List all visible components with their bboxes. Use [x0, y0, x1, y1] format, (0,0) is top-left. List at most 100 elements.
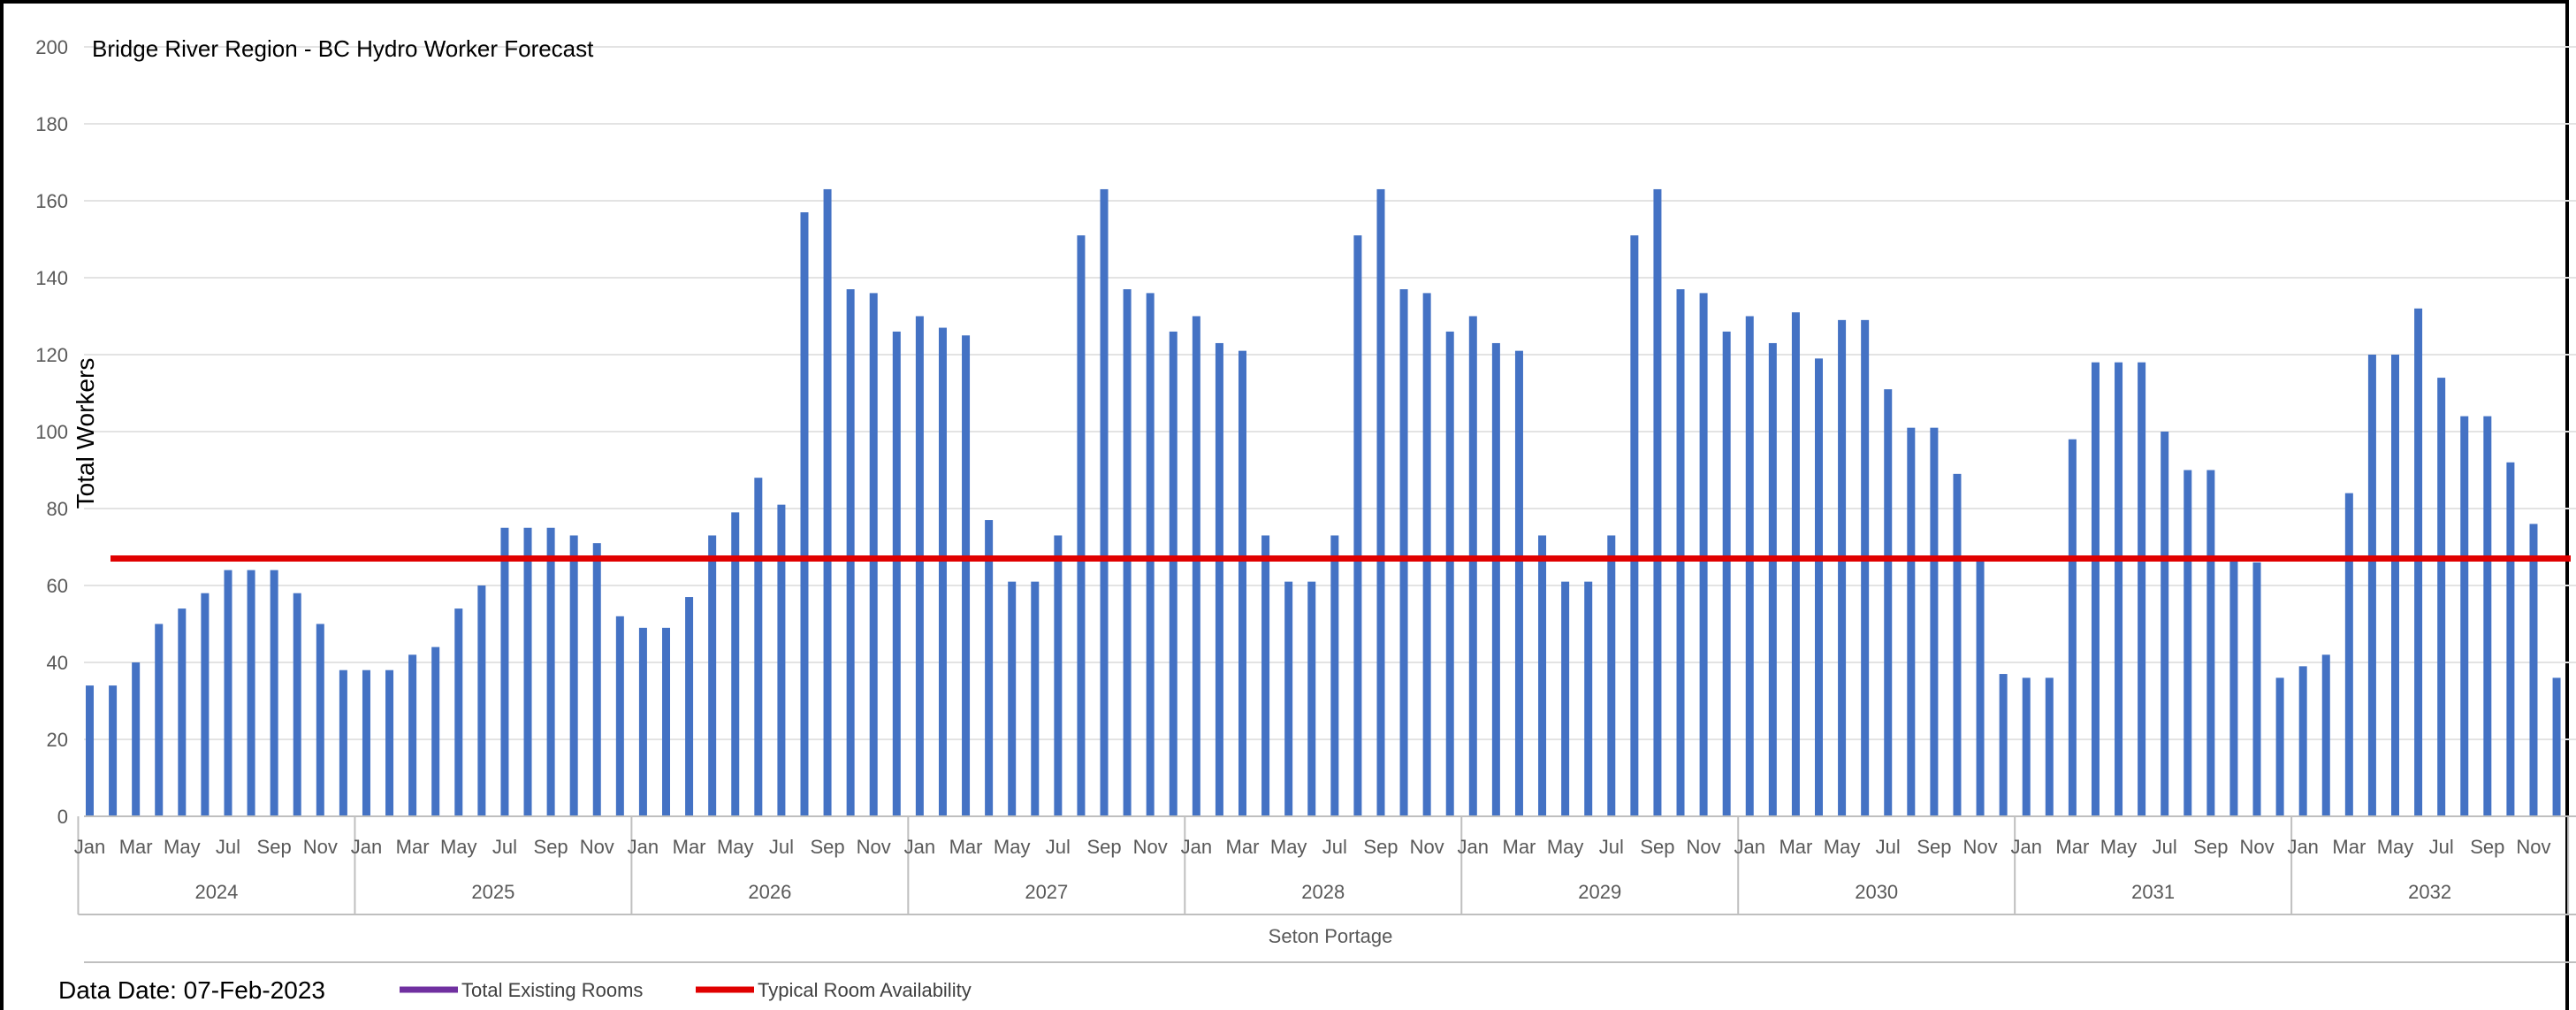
x-tick-label: Jan — [2287, 836, 2318, 858]
x-tick-label: Nov — [303, 836, 338, 858]
y-tick-label: 80 — [47, 498, 68, 520]
bar — [2391, 355, 2399, 816]
bar — [1077, 235, 1086, 816]
bar — [2161, 432, 2169, 816]
y-tick-labels: 0 20 40 60 80 100 120 140 160 180 200 — [35, 36, 68, 828]
bar — [1745, 316, 1754, 816]
x-axis-groups: 2024 2025 2026 2027 2028 2029 2030 2031 2032 — [77, 816, 2576, 963]
x-tick-label: Sep — [257, 836, 292, 858]
bar — [985, 520, 994, 816]
bar — [270, 570, 278, 816]
x-year-label: 2026 — [748, 881, 791, 903]
x-tick-label: May — [440, 836, 477, 858]
x-tick-label: Mar — [1226, 836, 1260, 858]
bar — [1307, 581, 1316, 816]
bar — [1514, 350, 1523, 816]
bar — [1791, 312, 1800, 816]
bar — [708, 535, 717, 816]
x-tick-label: Mar — [2055, 836, 2089, 858]
x-tick-labels: Jan Mar May Jul Sep Nov Jan Mar May Jul Sep Nov Jan M… — [74, 836, 2551, 858]
x-tick-label: Sep — [2470, 836, 2504, 858]
bar — [1861, 319, 1870, 817]
x-tick-label: Sep — [534, 836, 568, 858]
bar — [1468, 316, 1477, 816]
y-tick-label: 60 — [47, 575, 68, 597]
x-tick-label: Jan — [1181, 836, 1212, 858]
bar — [1215, 342, 1223, 816]
x-year-label: 2031 — [2131, 881, 2175, 903]
x-tick-label: May — [994, 836, 1031, 858]
y-tick-label: 20 — [47, 729, 68, 751]
x-axis-title: Seton Portage — [1269, 925, 1393, 947]
bar — [362, 670, 370, 816]
gridlines — [84, 46, 2576, 740]
bar — [339, 670, 347, 816]
bar — [2229, 558, 2238, 816]
x-tick-label: Nov — [857, 836, 891, 858]
bars — [86, 188, 2561, 817]
bar — [1768, 342, 1777, 816]
x-year-label: 2028 — [1301, 881, 1345, 903]
bar — [1907, 427, 1916, 816]
bar — [1330, 535, 1339, 816]
bar — [892, 331, 901, 816]
bar — [823, 188, 832, 816]
y-tick-label: 40 — [47, 652, 68, 674]
bar — [1930, 427, 1939, 816]
bar — [109, 685, 118, 816]
bar — [454, 608, 463, 816]
x-tick-label: Jan — [1734, 836, 1765, 858]
bar — [1538, 535, 1547, 816]
x-tick-label: Jul — [1322, 836, 1347, 858]
bar — [592, 543, 601, 816]
bar — [2483, 416, 2492, 816]
x-tick-label: Jan — [2010, 836, 2041, 858]
x-tick-label: Jan — [904, 836, 935, 858]
x-tick-label: Jan — [628, 836, 659, 858]
bar — [86, 685, 94, 816]
x-tick-label: Jul — [2153, 836, 2177, 858]
bar — [1584, 581, 1593, 816]
x-tick-label: May — [164, 836, 201, 858]
bar — [846, 289, 855, 816]
bar — [2437, 378, 2446, 816]
y-tick-label: 0 — [57, 806, 68, 828]
x-tick-label: May — [2100, 836, 2138, 858]
bar — [685, 597, 694, 816]
bar — [385, 670, 394, 816]
bar — [1976, 558, 1985, 816]
bar — [962, 335, 971, 816]
x-year-label: 2032 — [2408, 881, 2451, 903]
bar — [1238, 350, 1246, 816]
bar — [569, 535, 578, 816]
bar — [1445, 331, 1454, 816]
x-year-label: 2024 — [194, 881, 238, 903]
bar — [662, 627, 670, 816]
x-tick-label: Sep — [1086, 836, 1121, 858]
x-tick-label: Nov — [1687, 836, 1721, 858]
y-tick-label: 120 — [35, 344, 68, 366]
x-tick-label: Mar — [1779, 836, 1812, 858]
bar — [523, 527, 532, 816]
bar — [2138, 362, 2146, 816]
bar — [1169, 331, 1177, 816]
bar — [1399, 289, 1408, 816]
bar — [869, 293, 878, 816]
bar — [777, 504, 786, 816]
bar — [2414, 308, 2423, 816]
bar — [2298, 666, 2307, 816]
x-tick-label: Sep — [1363, 836, 1398, 858]
bar — [1607, 535, 1616, 816]
bar — [2184, 470, 2192, 816]
x-tick-label: Mar — [2332, 836, 2366, 858]
bar — [1722, 331, 1731, 816]
bar — [224, 570, 232, 816]
bar — [1815, 358, 1823, 817]
bar — [1353, 235, 1362, 816]
x-year-label: 2025 — [471, 881, 514, 903]
x-tick-label: Nov — [2516, 836, 2550, 858]
bar — [1422, 293, 1431, 816]
bar — [247, 570, 255, 816]
x-tick-label: Jul — [1046, 836, 1071, 858]
